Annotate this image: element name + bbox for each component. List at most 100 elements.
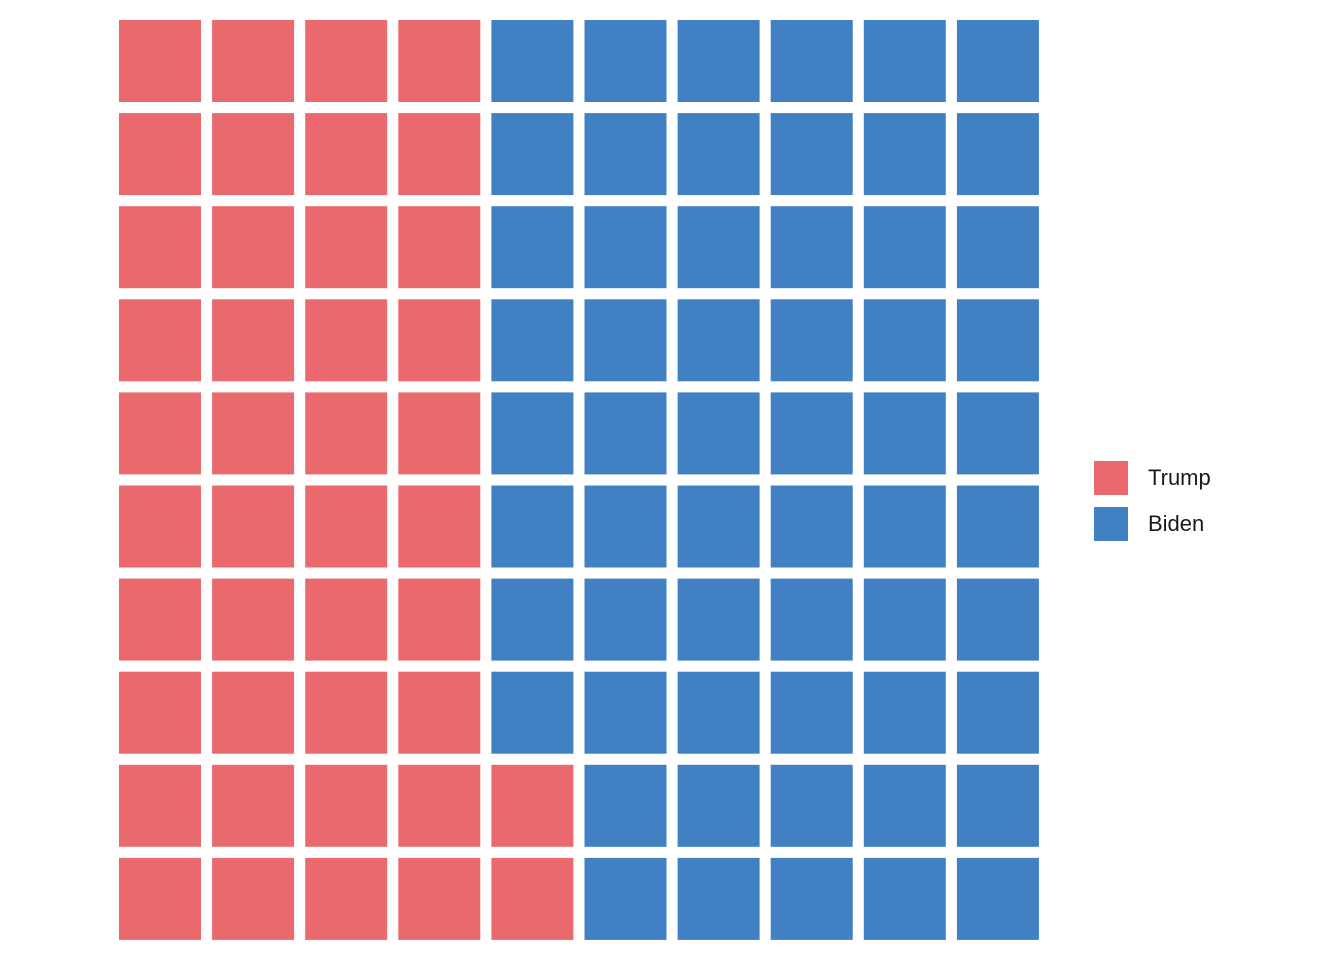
waffle-tile-biden xyxy=(584,671,667,754)
waffle-tile-biden xyxy=(584,857,667,940)
waffle-tile-trump xyxy=(398,206,481,289)
waffle-tile-biden xyxy=(863,671,946,754)
waffle-tile-biden xyxy=(770,485,853,568)
waffle-tile-biden xyxy=(770,857,853,940)
waffle-tile-trump xyxy=(212,113,295,196)
waffle-tile-biden xyxy=(677,671,760,754)
waffle-tile-trump xyxy=(398,299,481,382)
waffle-tile-trump xyxy=(119,299,201,382)
waffle-tile-biden xyxy=(770,113,853,196)
waffle-tile-trump xyxy=(305,671,388,754)
legend-swatch-biden xyxy=(1094,507,1128,541)
waffle-tile-trump xyxy=(119,764,201,847)
waffle-tile-trump xyxy=(212,299,295,382)
waffle-tile-biden xyxy=(677,206,760,289)
waffle-tile-biden xyxy=(956,392,1039,475)
waffle-tile-biden xyxy=(770,578,853,661)
waffle-tile-biden xyxy=(956,671,1039,754)
waffle-tile-biden xyxy=(770,206,853,289)
waffle-tile-biden xyxy=(584,578,667,661)
waffle-tile-trump xyxy=(212,392,295,475)
waffle-tile-biden xyxy=(863,485,946,568)
waffle-tile-trump xyxy=(212,206,295,289)
waffle-tile-biden xyxy=(677,113,760,196)
waffle-tile-biden xyxy=(584,20,667,102)
waffle-tile-biden xyxy=(584,113,667,196)
waffle-tile-biden xyxy=(956,485,1039,568)
waffle-tile-trump xyxy=(212,764,295,847)
waffle-tile-biden xyxy=(770,20,853,102)
waffle-tile-biden xyxy=(677,857,760,940)
waffle-tile-trump xyxy=(119,857,201,940)
waffle-tile-trump xyxy=(398,857,481,940)
legend-label-biden: Biden xyxy=(1148,511,1205,536)
waffle-tile-trump xyxy=(305,764,388,847)
waffle-tile-trump xyxy=(305,299,388,382)
waffle-tile-biden xyxy=(584,392,667,475)
waffle-tile-biden xyxy=(863,113,946,196)
waffle-tile-trump xyxy=(305,485,388,568)
waffle-tile-trump xyxy=(119,20,201,102)
waffle-tile-trump xyxy=(212,20,295,102)
legend: Trump Biden xyxy=(1094,461,1211,553)
waffle-tile-trump xyxy=(212,671,295,754)
waffle-tile-biden xyxy=(770,671,853,754)
waffle-tile-biden xyxy=(677,485,760,568)
waffle-tile-biden xyxy=(956,578,1039,661)
waffle-tile-trump xyxy=(491,764,574,847)
waffle-tile-biden xyxy=(956,20,1039,102)
waffle-tile-trump xyxy=(119,671,201,754)
waffle-tile-trump xyxy=(491,857,574,940)
waffle-tile-trump xyxy=(398,578,481,661)
waffle-tile-trump xyxy=(212,485,295,568)
waffle-tile-biden xyxy=(770,764,853,847)
legend-item-trump: Trump xyxy=(1094,461,1211,495)
waffle-tile-biden xyxy=(956,764,1039,847)
waffle-tile-biden xyxy=(956,857,1039,940)
waffle-tile-biden xyxy=(863,299,946,382)
waffle-tile-trump xyxy=(398,20,481,102)
waffle-tile-biden xyxy=(677,578,760,661)
waffle-tile-biden xyxy=(677,764,760,847)
waffle-tile-biden xyxy=(677,392,760,475)
waffle-tile-trump xyxy=(305,113,388,196)
waffle-tile-biden xyxy=(956,299,1039,382)
waffle-tile-trump xyxy=(119,485,201,568)
waffle-tile-trump xyxy=(398,392,481,475)
legend-swatch-trump xyxy=(1094,461,1128,495)
waffle-tile-biden xyxy=(677,299,760,382)
waffle-tile-trump xyxy=(305,392,388,475)
waffle-tile-biden xyxy=(863,578,946,661)
waffle-tile-trump xyxy=(119,578,201,661)
waffle-tile-biden xyxy=(863,206,946,289)
waffle-tile-biden xyxy=(491,299,574,382)
waffle-tile-trump xyxy=(398,485,481,568)
waffle-tile-trump xyxy=(305,857,388,940)
waffle-tile-trump xyxy=(305,20,388,102)
waffle-tile-biden xyxy=(863,764,946,847)
waffle-tile-biden xyxy=(491,392,574,475)
waffle-tile-trump xyxy=(305,578,388,661)
waffle-tile-biden xyxy=(863,20,946,102)
waffle-tile-trump xyxy=(119,113,201,196)
waffle-tile-trump xyxy=(398,671,481,754)
waffle-tile-trump xyxy=(398,113,481,196)
waffle-tile-biden xyxy=(956,113,1039,196)
legend-label-trump: Trump xyxy=(1148,465,1211,490)
waffle-tile-biden xyxy=(491,206,574,289)
waffle-tile-trump xyxy=(398,764,481,847)
waffle-tile-biden xyxy=(956,206,1039,289)
waffle-tile-biden xyxy=(491,671,574,754)
waffle-tile-trump xyxy=(119,392,201,475)
waffle-tile-trump xyxy=(119,206,201,289)
waffle-tile-biden xyxy=(491,20,574,102)
waffle-tile-biden xyxy=(584,206,667,289)
waffle-tile-biden xyxy=(863,392,946,475)
waffle-tile-biden xyxy=(677,20,760,102)
legend-item-biden: Biden xyxy=(1094,507,1211,541)
waffle-tile-trump xyxy=(212,857,295,940)
waffle-tile-biden xyxy=(584,485,667,568)
waffle-tile-biden xyxy=(491,113,574,196)
